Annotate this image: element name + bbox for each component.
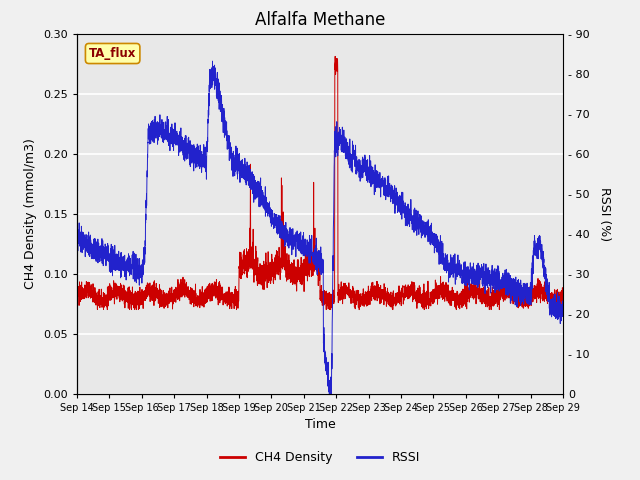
Legend: CH4 Density, RSSI: CH4 Density, RSSI: [214, 446, 426, 469]
Y-axis label: CH4 Density (mmol/m3): CH4 Density (mmol/m3): [24, 138, 38, 289]
X-axis label: Time: Time: [305, 418, 335, 431]
Y-axis label: RSSI (%): RSSI (%): [598, 187, 611, 240]
Text: TA_flux: TA_flux: [89, 47, 136, 60]
Title: Alfalfa Methane: Alfalfa Methane: [255, 11, 385, 29]
